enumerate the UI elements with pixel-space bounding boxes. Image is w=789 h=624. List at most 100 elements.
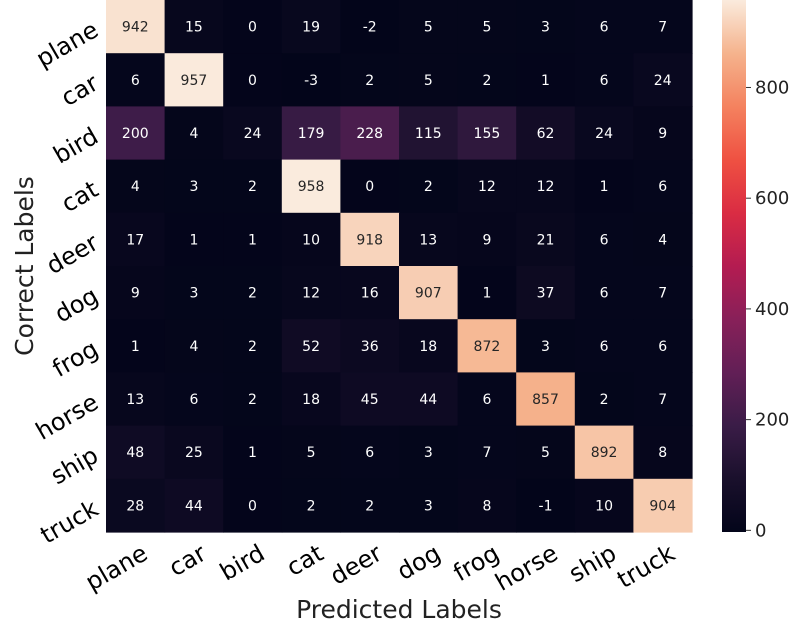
cell-value-label: 179: [298, 126, 325, 142]
heatmap-cell-dog-deer: [340, 266, 400, 320]
heatmap-cell-truck-frog: [457, 478, 517, 533]
cell-value-label: 10: [302, 232, 320, 248]
x-tick-label-cat: cat: [282, 539, 328, 582]
cell-value-label: 44: [419, 392, 437, 408]
cell-value-label: 5: [424, 20, 433, 36]
colorbar-tick-label: 0: [755, 520, 766, 541]
heatmap-cell-frog-cat: [281, 319, 341, 373]
heatmap-cell-car-ship: [574, 53, 634, 107]
heatmap-cell-plane-dog: [399, 0, 459, 54]
cell-value-label: 28: [126, 498, 144, 514]
heatmap-cell-car-bird: [223, 53, 283, 107]
heatmap-cell-car-car: [164, 53, 224, 107]
cell-value-label: 857: [532, 392, 559, 408]
heatmap-cell-cat-frog: [457, 159, 517, 214]
cell-value-label: 10: [595, 498, 613, 514]
y-axis-title: Correct Labels: [10, 176, 39, 356]
heatmap-cell-frog-horse: [516, 319, 576, 373]
cell-value-label: 1: [600, 179, 609, 195]
cell-value-label: 9: [658, 126, 667, 142]
heatmap-cell-horse-ship: [574, 372, 634, 427]
cell-value-label: 4: [189, 339, 198, 355]
cell-value-label: 18: [302, 392, 320, 408]
cell-value-label: 16: [361, 286, 379, 302]
cell-value-label: 21: [537, 232, 555, 248]
heatmap-cell-truck-cat: [281, 478, 341, 533]
heatmap-cell-plane-car: [164, 0, 224, 54]
heatmap-cell-bird-dog: [399, 106, 459, 161]
heatmap-cell-cat-deer: [340, 159, 400, 214]
x-tick-label-bird: bird: [215, 539, 269, 587]
x-tick-label-car: car: [164, 539, 211, 582]
cell-value-label: 0: [248, 20, 257, 36]
y-tick-label-truck: truck: [36, 494, 103, 549]
heatmap-cell-horse-frog: [457, 372, 517, 427]
x-tick-label-ship: ship: [564, 539, 621, 588]
heatmap-cell-cat-car: [164, 159, 224, 214]
colorbar-gradient: [722, 0, 746, 532]
heatmap-cell-dog-plane: [106, 266, 166, 320]
heatmap-cell-truck-ship: [574, 478, 634, 533]
cell-value-label: 12: [478, 179, 496, 195]
cell-value-label: 872: [474, 339, 501, 355]
cell-value-label: 3: [424, 498, 433, 514]
heatmap-cell-deer-car: [164, 212, 224, 267]
heatmap-cell-frog-plane: [106, 319, 166, 373]
cell-value-label: 904: [649, 498, 676, 514]
cell-value-label: 5: [482, 20, 491, 36]
heatmap-cell-ship-frog: [457, 425, 517, 480]
cell-value-label: 37: [537, 286, 555, 302]
y-tick-label-dog: dog: [50, 282, 103, 329]
cell-value-label: 52: [302, 339, 320, 355]
cell-value-label: 9: [482, 232, 491, 248]
heatmap-cells: [106, 0, 693, 533]
cell-value-label: 19: [302, 20, 320, 36]
cell-value-label: 4: [658, 232, 667, 248]
cell-value-label: 4: [131, 179, 140, 195]
heatmap-cell-dog-horse: [516, 266, 576, 320]
heatmap-cell-ship-dog: [399, 425, 459, 480]
heatmap-cell-bird-ship: [574, 106, 634, 161]
cell-value-label: 3: [189, 179, 198, 195]
heatmap-cell-horse-horse: [516, 372, 576, 427]
cell-value-label: 6: [600, 232, 609, 248]
heatmap-cell-frog-car: [164, 319, 224, 373]
heatmap-cell-frog-truck: [633, 319, 693, 373]
heatmap-cell-ship-truck: [633, 425, 693, 480]
heatmap-cell-bird-deer: [340, 106, 400, 161]
cell-value-label: 115: [415, 126, 442, 142]
cell-value-label: 1: [482, 286, 491, 302]
heatmap-cell-horse-cat: [281, 372, 341, 427]
heatmap-cell-dog-ship: [574, 266, 634, 320]
cell-value-label: 18: [419, 339, 437, 355]
heatmap-cell-horse-plane: [106, 372, 166, 427]
cell-value-label: 15: [185, 20, 203, 36]
cell-value-label: 13: [126, 392, 144, 408]
heatmap-cell-cat-truck: [633, 159, 693, 214]
colorbar-tick-label: 800: [755, 77, 789, 98]
heatmap-cell-plane-horse: [516, 0, 576, 54]
cell-value-label: 62: [537, 126, 555, 142]
heatmap-cell-plane-truck: [633, 0, 693, 54]
cell-value-label: 6: [365, 445, 374, 461]
cell-value-label: 6: [658, 179, 667, 195]
cell-value-label: 2: [248, 286, 257, 302]
heatmap-cell-dog-frog: [457, 266, 517, 320]
cell-value-label: 6: [600, 73, 609, 89]
heatmap-cell-horse-car: [164, 372, 224, 427]
heatmap-cell-deer-cat: [281, 212, 341, 267]
y-tick-label-frog: frog: [48, 335, 103, 383]
cell-value-label: 7: [658, 20, 667, 36]
heatmap-cell-bird-plane: [106, 106, 166, 161]
cell-value-label: 2: [600, 392, 609, 408]
y-tick-label-horse: horse: [31, 388, 103, 446]
heatmap-cell-horse-truck: [633, 372, 693, 427]
heatmap-cell-horse-dog: [399, 372, 459, 427]
cell-value-label: 24: [595, 126, 613, 142]
cell-value-label: 0: [248, 73, 257, 89]
heatmap-cell-truck-horse: [516, 478, 576, 533]
cell-value-label: 2: [424, 179, 433, 195]
heatmap-cell-frog-frog: [457, 319, 517, 373]
